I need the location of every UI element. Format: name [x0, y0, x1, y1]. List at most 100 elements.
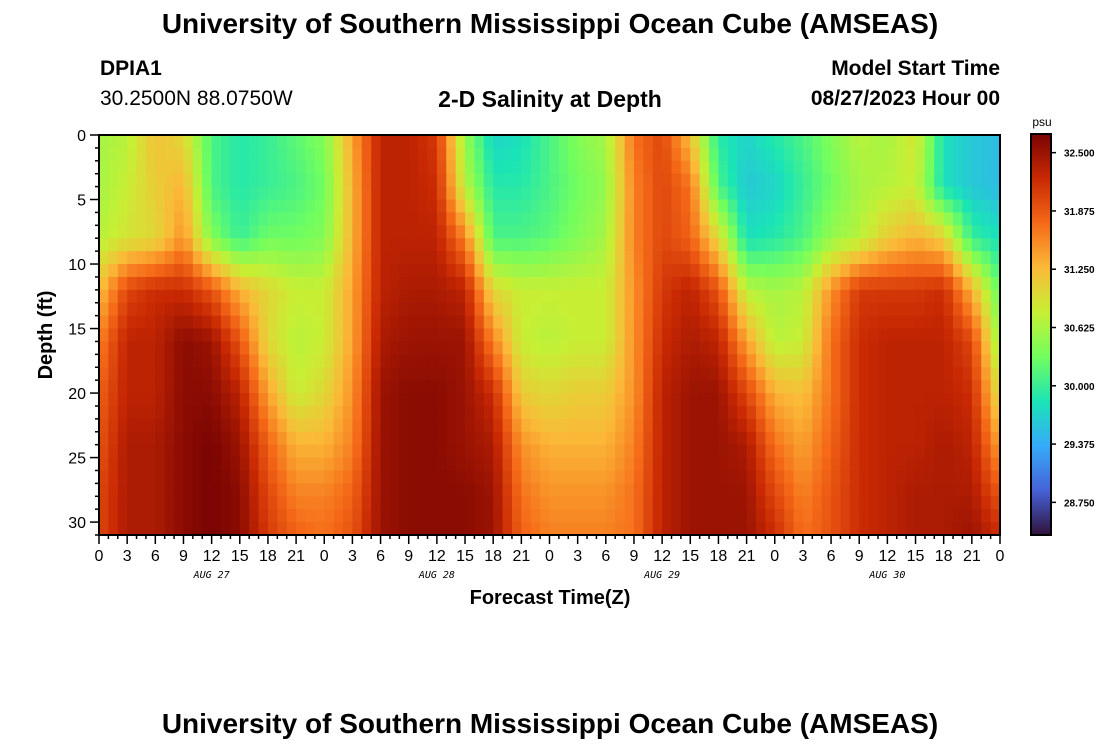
heatmap-cell [540, 393, 551, 407]
heatmap-cell [502, 341, 513, 355]
heatmap-cell [333, 328, 344, 343]
heatmap-cell [765, 483, 776, 497]
heatmap-cell [164, 186, 175, 201]
heatmap-cell [427, 199, 438, 214]
heatmap-cell [108, 147, 119, 162]
heatmap-cell [953, 315, 964, 330]
heatmap-cell [596, 199, 607, 214]
heatmap-cell [399, 135, 410, 149]
heatmap-cell [418, 496, 429, 510]
heatmap-cell [230, 251, 241, 265]
heatmap-cell [633, 238, 644, 252]
heatmap-cell [962, 173, 973, 188]
heatmap-cell [136, 483, 147, 497]
heatmap-cell [671, 522, 682, 536]
heatmap-cell [314, 380, 325, 394]
heatmap-cell [709, 135, 720, 149]
heatmap-cell [493, 276, 504, 291]
heatmap-cell [596, 470, 607, 484]
heatmap-cell [511, 276, 522, 291]
heatmap-cell [455, 238, 466, 252]
heatmap-cell [399, 276, 410, 291]
heatmap-cell [258, 302, 269, 317]
heatmap-cell [662, 328, 673, 343]
heatmap-cell [859, 431, 870, 446]
heatmap-cell [765, 315, 776, 330]
heatmap-cell [446, 509, 457, 523]
heatmap-cell [558, 457, 569, 472]
heatmap-cell [183, 186, 194, 201]
heatmap-cell [361, 251, 372, 265]
heatmap-cell [709, 405, 720, 420]
heatmap-cell [258, 405, 269, 420]
heatmap-cell [361, 186, 372, 201]
heatmap-cell [399, 496, 410, 510]
heatmap-cell [418, 393, 429, 407]
heatmap-cell [877, 328, 888, 343]
heatmap-cell [643, 251, 654, 265]
heatmap-cell [540, 380, 551, 394]
heatmap-cell [502, 509, 513, 523]
heatmap-cell [502, 264, 513, 278]
heatmap-cell [718, 341, 729, 355]
heatmap-cell [183, 444, 194, 459]
heatmap-cell [136, 225, 147, 239]
x-tick-label: 6 [376, 548, 385, 565]
heatmap-cell [877, 418, 888, 433]
heatmap-cell [324, 496, 335, 510]
heatmap-cell [389, 160, 400, 175]
heatmap-cell [474, 251, 485, 265]
heatmap-cell [427, 238, 438, 252]
heatmap-cell [314, 393, 325, 407]
heatmap-cell [361, 405, 372, 420]
heatmap-cell [183, 199, 194, 214]
heatmap-cell [568, 315, 579, 330]
heatmap-cell [934, 302, 945, 317]
heatmap-cell [605, 225, 616, 239]
heatmap-cell [868, 160, 879, 175]
heatmap-cell [540, 431, 551, 446]
heatmap-cell [605, 457, 616, 472]
heatmap-cell [596, 354, 607, 368]
heatmap-cell [530, 251, 541, 265]
heatmap-cell [136, 289, 147, 304]
heatmap-cell [577, 354, 588, 368]
heatmap-cell [230, 509, 241, 523]
heatmap-cell [540, 212, 551, 226]
heatmap-cell [267, 147, 278, 162]
heatmap-cell [718, 276, 729, 291]
heatmap-cell [202, 251, 213, 265]
x-tick-label: 18 [259, 548, 277, 565]
heatmap-cell [258, 496, 269, 510]
heatmap-cell [802, 315, 813, 330]
heatmap-cell [296, 393, 307, 407]
colorbar-tick-label: 30.625 [1064, 324, 1095, 335]
heatmap-cell [981, 302, 992, 317]
heatmap-cell [493, 470, 504, 484]
heatmap-cell [746, 522, 757, 536]
heatmap-cell [680, 251, 691, 265]
heatmap-cell [812, 483, 823, 497]
heatmap-cell [258, 380, 269, 394]
heatmap-cell [474, 302, 485, 317]
heatmap-cell [680, 470, 691, 484]
heatmap-cell [577, 212, 588, 226]
heatmap-cell [577, 147, 588, 162]
heatmap-cell [774, 483, 785, 497]
heatmap-cell [906, 315, 917, 330]
heatmap-cell [540, 522, 551, 536]
heatmap-cell [981, 251, 992, 265]
heatmap-cell [558, 302, 569, 317]
heatmap-cell [408, 276, 419, 291]
heatmap-cell [399, 147, 410, 162]
heatmap-cell [380, 328, 391, 343]
heatmap-cell [202, 199, 213, 214]
heatmap-cell [755, 173, 766, 188]
heatmap-cell [915, 199, 926, 214]
heatmap-cell [990, 212, 1001, 226]
y-tick-label: 0 [77, 128, 86, 145]
heatmap-cell [324, 483, 335, 497]
heatmap-cell [99, 483, 109, 497]
heatmap-cell [286, 199, 297, 214]
heatmap-cell [577, 199, 588, 214]
